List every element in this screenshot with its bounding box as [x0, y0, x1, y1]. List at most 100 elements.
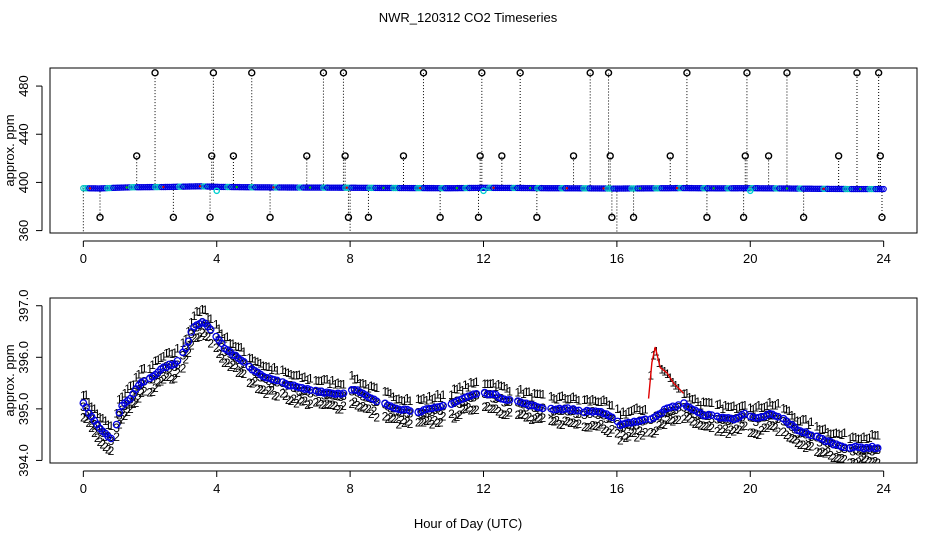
series-point-1: 1: [274, 363, 281, 377]
baseline-point: [608, 185, 615, 192]
series-point-o: [630, 417, 638, 426]
series-point-1: 1: [169, 347, 176, 361]
series-point-1: 1: [639, 404, 646, 418]
series-point-1: 1: [290, 368, 297, 382]
series-point-3: 3: [670, 404, 677, 418]
spike-point: [364, 213, 373, 222]
series-point-2: 2: [830, 451, 837, 465]
baseline-point: [802, 185, 809, 192]
baseline-point: [134, 184, 141, 191]
baseline-point: [206, 183, 213, 190]
series-point-2: 2: [160, 372, 167, 386]
series-point-2: 2: [260, 383, 267, 397]
series-point-2: 2: [185, 346, 192, 360]
series-point-2: 2: [191, 331, 198, 345]
baseline-point: [130, 184, 137, 191]
baseline-point: [288, 184, 295, 191]
series-point-2: 2: [800, 438, 807, 452]
series-point-2: 2: [448, 407, 455, 421]
series-point-1: 1: [105, 418, 112, 432]
series-point-1: 1: [523, 385, 530, 399]
series-point-1: 1: [714, 398, 721, 412]
series-point-1: 1: [260, 359, 267, 373]
baseline-point: [604, 185, 611, 192]
series-point-1: 1: [224, 330, 231, 344]
baseline-point: [148, 183, 155, 191]
series-point-2: 2: [307, 397, 314, 411]
series-point-1: 1: [520, 387, 527, 401]
series-point-1: 1: [80, 388, 87, 402]
baseline-point: [858, 185, 865, 193]
baseline-point: [132, 184, 139, 191]
series-point-2: 2: [728, 423, 735, 437]
series-point-2: 2: [609, 423, 616, 437]
series-point-1: 1: [448, 388, 455, 402]
baseline-point: [198, 183, 205, 190]
baseline-point: [672, 184, 679, 192]
series-point-2: 2: [692, 417, 699, 431]
series-point-2: 2: [238, 366, 245, 380]
baseline-point: [716, 185, 723, 192]
series-point-1: 1: [609, 399, 616, 413]
baseline-point: [728, 185, 735, 192]
cyan-point: [213, 187, 221, 195]
series-point-2: 2: [299, 394, 306, 408]
baseline-point: [186, 183, 193, 190]
series-point-2: 2: [124, 405, 131, 419]
series-point-1: 1: [559, 389, 566, 403]
baseline-point: [662, 185, 669, 192]
baseline-point: [422, 184, 429, 192]
series-point-2: 2: [246, 376, 253, 390]
series-point-2: 2: [146, 385, 153, 399]
series-point-2: 2: [791, 433, 798, 447]
series-point-1: 1: [490, 376, 497, 390]
series-point-2: 2: [282, 389, 289, 403]
baseline-point: [408, 184, 415, 192]
series-point-1: 1: [692, 392, 699, 406]
baseline-point: [356, 184, 363, 191]
series-point-1: 1: [91, 402, 98, 416]
baseline-point: [540, 184, 547, 192]
series-point-1: 1: [786, 404, 793, 418]
series-point-1: 1: [526, 385, 533, 399]
baseline-point: [338, 184, 345, 191]
series-point-o: [469, 390, 478, 399]
baseline-point: [636, 185, 643, 192]
x-tick-label: 8: [346, 481, 353, 496]
series-point-1: 1: [368, 379, 375, 393]
baseline-point: [784, 185, 791, 192]
series-point-o: [228, 351, 237, 359]
series-point-1: 1: [517, 382, 524, 396]
series-point-1: 1: [755, 398, 762, 412]
series-point-2: 2: [736, 423, 743, 437]
series-point-2: 2: [849, 456, 856, 470]
baseline-point: [870, 185, 877, 193]
series-point-1: 1: [415, 392, 422, 406]
baseline-dot: [308, 186, 312, 189]
series-point-1: 1: [791, 410, 798, 424]
baseline-point: [696, 184, 703, 192]
spike-point: [208, 152, 216, 160]
series-point-2: 2: [398, 413, 405, 427]
series-point-2: 2: [301, 394, 308, 408]
series-point-o: [752, 414, 760, 422]
series-point-3: 3: [775, 412, 782, 426]
baseline-point: [220, 183, 227, 191]
series-point-1: 1: [116, 393, 123, 407]
series-point-2: 2: [697, 418, 704, 432]
series-point-1: 1: [423, 393, 430, 407]
baseline-point: [376, 184, 383, 192]
series-point-2: 2: [537, 412, 544, 426]
baseline-point: [832, 185, 839, 193]
series-point-2: 2: [224, 356, 231, 370]
series-point-2: 2: [152, 381, 159, 395]
baseline-point: [648, 185, 655, 192]
baseline-point: [474, 184, 481, 192]
series-point-2: 2: [265, 384, 272, 398]
series-point-1: 1: [348, 369, 355, 383]
baseline-point: [876, 185, 883, 193]
baseline-point: [542, 184, 549, 192]
series-point-1: 1: [86, 396, 93, 410]
series-point-1: 1: [426, 390, 433, 404]
y-axis-label: approx. ppm: [2, 344, 17, 416]
